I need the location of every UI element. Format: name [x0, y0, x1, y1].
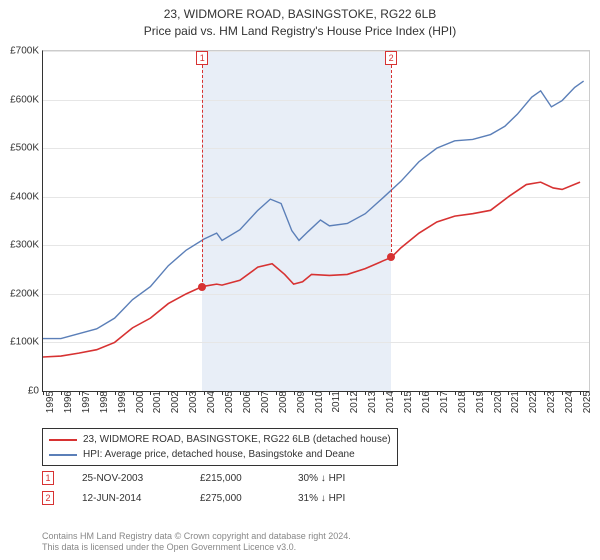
x-tick-label: 2019 [469, 391, 486, 413]
legend-item: HPI: Average price, detached house, Basi… [49, 447, 391, 462]
marker-dot [198, 283, 206, 291]
x-tick-label: 2013 [361, 391, 378, 413]
x-tick-label: 2003 [182, 391, 199, 413]
marker-badge: 1 [42, 471, 54, 485]
x-tick-label: 2016 [415, 391, 432, 413]
x-tick-label: 2009 [290, 391, 307, 413]
legend-label: 23, WIDMORE ROAD, BASINGSTOKE, RG22 6LB … [83, 432, 391, 447]
footnote: Contains HM Land Registry data © Crown c… [42, 531, 351, 554]
x-tick-label: 1996 [57, 391, 74, 413]
x-tick-label: 1998 [93, 391, 110, 413]
marker-line [202, 65, 203, 287]
x-tick-label: 2023 [540, 391, 557, 413]
marker-line [391, 65, 392, 257]
plot-area: £0£100K£200K£300K£400K£500K£600K£700K199… [42, 50, 590, 392]
plot-svg [43, 51, 589, 391]
marker-table: 1 25-NOV-2003 £215,000 30% ↓ HPI 2 12-JU… [42, 468, 388, 508]
x-tick-label: 1997 [75, 391, 92, 413]
marker-date: 25-NOV-2003 [82, 473, 172, 484]
title-line1: 23, WIDMORE ROAD, BASINGSTOKE, RG22 6LB [0, 6, 600, 23]
y-tick-label: £600K [10, 94, 43, 105]
marker-flag: 1 [196, 51, 208, 65]
x-tick-label: 2005 [218, 391, 235, 413]
y-tick-label: £500K [10, 143, 43, 154]
series-line-hpi [43, 81, 584, 338]
legend-item: 23, WIDMORE ROAD, BASINGSTOKE, RG22 6LB … [49, 432, 391, 447]
x-tick-label: 2001 [146, 391, 163, 413]
chart-container: { "title": { "line1": "23, WIDMORE ROAD,… [0, 0, 600, 560]
x-tick-label: 2002 [164, 391, 181, 413]
chart-title: 23, WIDMORE ROAD, BASINGSTOKE, RG22 6LB … [0, 0, 600, 40]
x-tick-label: 2021 [504, 391, 521, 413]
x-tick-label: 2011 [325, 391, 342, 413]
x-tick-label: 2020 [487, 391, 504, 413]
y-tick-label: £200K [10, 288, 43, 299]
x-tick-label: 2004 [200, 391, 217, 413]
marker-row: 2 12-JUN-2014 £275,000 31% ↓ HPI [42, 488, 388, 508]
x-tick-label: 2015 [397, 391, 414, 413]
x-tick-label: 1999 [111, 391, 128, 413]
marker-pct: 31% ↓ HPI [298, 493, 388, 504]
y-tick-label: £300K [10, 240, 43, 251]
x-tick-label: 2022 [522, 391, 539, 413]
x-tick-label: 2007 [254, 391, 271, 413]
y-tick-label: £400K [10, 191, 43, 202]
x-tick-label: 2010 [308, 391, 325, 413]
legend-label: HPI: Average price, detached house, Basi… [83, 447, 355, 462]
x-tick-label: 2017 [433, 391, 450, 413]
x-tick-label: 1995 [39, 391, 56, 413]
x-tick-label: 2006 [236, 391, 253, 413]
x-tick-label: 2025 [576, 391, 593, 413]
marker-date: 12-JUN-2014 [82, 493, 172, 504]
title-line2: Price paid vs. HM Land Registry's House … [0, 23, 600, 40]
x-tick-label: 2014 [379, 391, 396, 413]
y-tick-label: £100K [10, 337, 43, 348]
legend-swatch [49, 454, 77, 456]
marker-pct: 30% ↓ HPI [298, 473, 388, 484]
marker-price: £275,000 [200, 493, 270, 504]
marker-row: 1 25-NOV-2003 £215,000 30% ↓ HPI [42, 468, 388, 488]
footnote-line2: This data is licensed under the Open Gov… [42, 542, 351, 554]
x-tick-label: 2018 [451, 391, 468, 413]
x-tick-label: 2008 [272, 391, 289, 413]
marker-flag: 2 [385, 51, 397, 65]
legend: 23, WIDMORE ROAD, BASINGSTOKE, RG22 6LB … [42, 428, 398, 466]
x-tick-label: 2012 [343, 391, 360, 413]
footnote-line1: Contains HM Land Registry data © Crown c… [42, 531, 351, 543]
marker-dot [387, 253, 395, 261]
x-tick-label: 2024 [558, 391, 575, 413]
marker-price: £215,000 [200, 473, 270, 484]
x-tick-label: 2000 [129, 391, 146, 413]
marker-badge: 2 [42, 491, 54, 505]
legend-swatch [49, 439, 77, 441]
series-line-property [43, 182, 580, 357]
y-tick-label: £700K [10, 46, 43, 57]
